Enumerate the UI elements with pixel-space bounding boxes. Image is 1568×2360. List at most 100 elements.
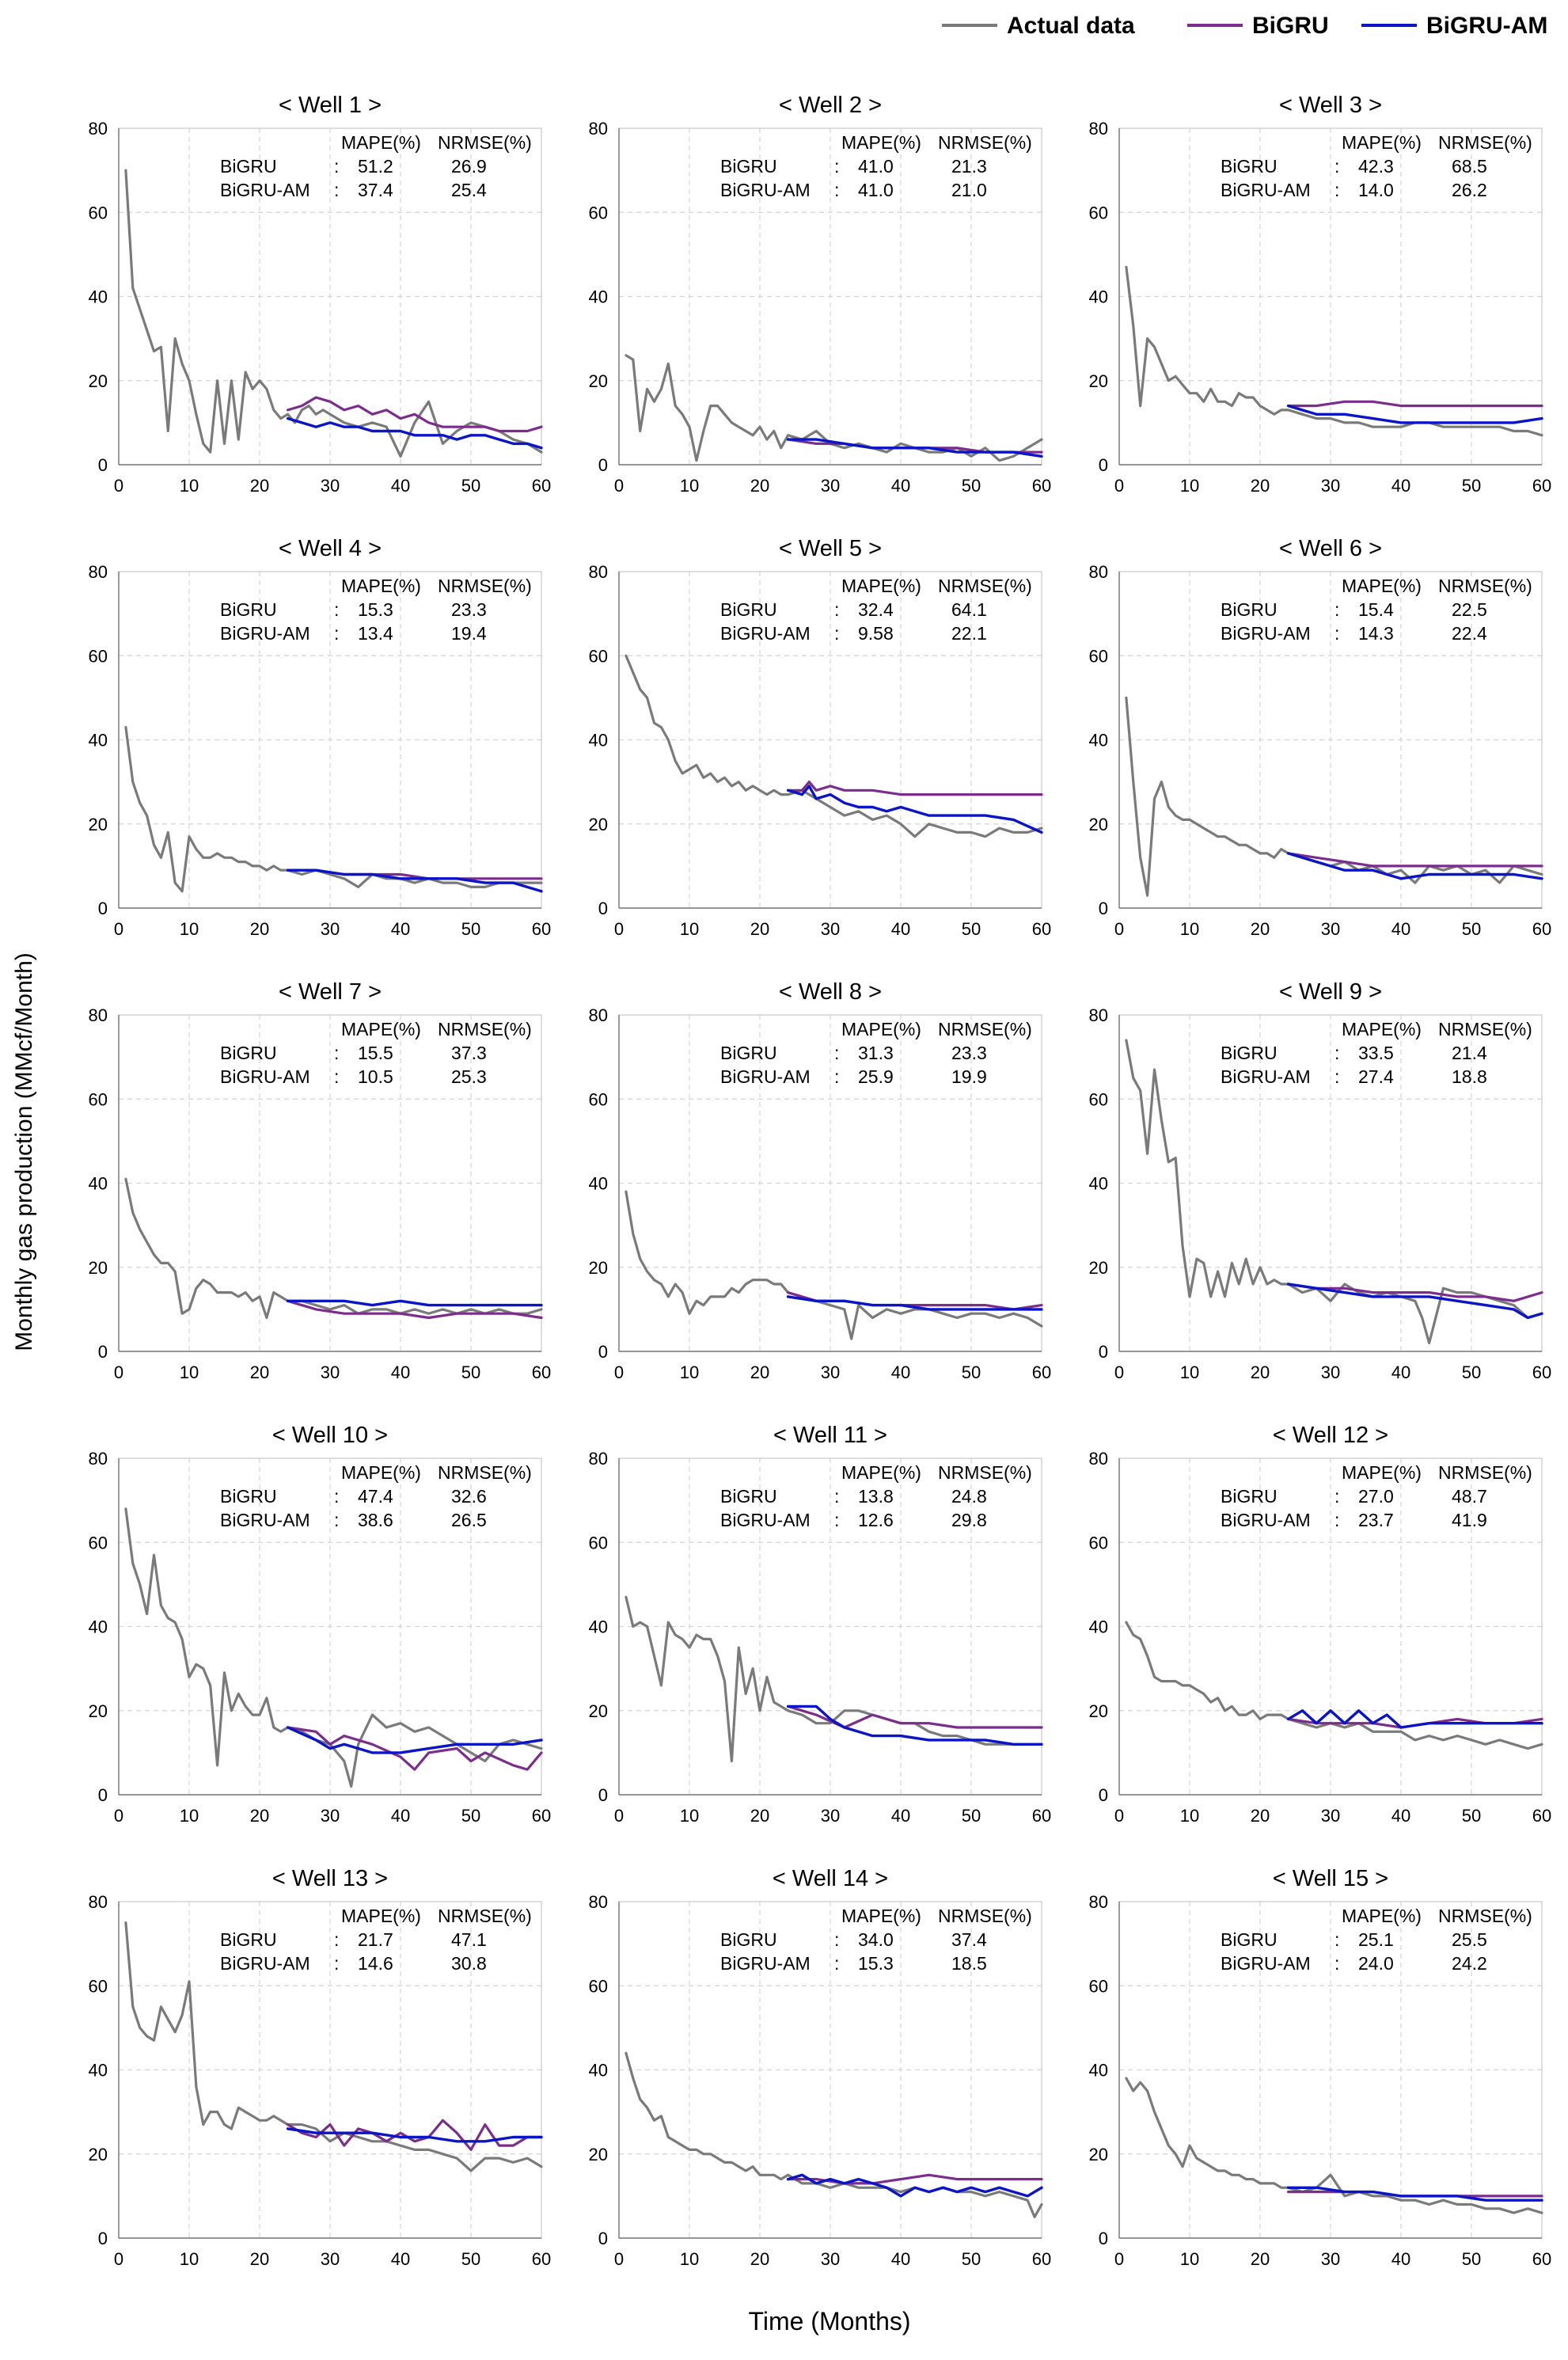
metric-model-name: BiGRU — [1221, 1043, 1278, 1063]
x-tick-label: 0 — [114, 1362, 123, 1382]
metric-nrmse-value: 26.5 — [451, 1510, 487, 1530]
gridlines — [119, 1458, 541, 1795]
x-tick-label: 50 — [962, 1806, 981, 1826]
gridlines — [1119, 1458, 1542, 1795]
metric-separator: : — [834, 1043, 839, 1063]
metric-header-nrmse: NRMSE(%) — [1438, 1906, 1532, 1926]
gridlines — [119, 1015, 541, 1351]
series-line-bigru-am — [1286, 2186, 1543, 2202]
metric-model-name: BiGRU — [720, 1486, 777, 1507]
x-tick-label: 50 — [1462, 1806, 1481, 1826]
metric-nrmse-value: 25.3 — [451, 1066, 487, 1087]
x-tick-label: 10 — [680, 919, 699, 939]
metric-nrmse-value: 22.1 — [951, 623, 987, 644]
x-tick-label: 50 — [962, 476, 981, 496]
panel-well-9: < Well 9 > 0 10 20 30 40 50 60 0 20 40 60 80 MAPE(%) N… — [1089, 979, 1552, 1382]
y-tick-label: 40 — [1089, 1174, 1108, 1194]
y-tick-label: 40 — [589, 1617, 608, 1637]
y-tick-label: 60 — [89, 1089, 108, 1109]
x-tick-label: 20 — [1251, 2249, 1270, 2269]
y-tick-label: 20 — [1089, 371, 1108, 391]
metric-nrmse-value: 26.9 — [451, 156, 487, 177]
x-tick-label: 30 — [321, 1806, 340, 1826]
metric-separator: : — [1335, 180, 1339, 200]
x-tick-label: 10 — [680, 1362, 699, 1382]
metric-separator: : — [1335, 156, 1339, 177]
metric-model-name: BiGRU-AM — [220, 1066, 310, 1087]
metric-nrmse-value: 64.1 — [951, 599, 987, 620]
metric-nrmse-value: 25.4 — [451, 180, 487, 200]
metric-mape-value: 38.6 — [358, 1510, 393, 1530]
metric-separator: : — [834, 1486, 839, 1507]
metric-mape-value: 15.5 — [358, 1043, 393, 1063]
x-tick-label: 50 — [1462, 919, 1481, 939]
x-tick-label: 30 — [821, 2249, 840, 2269]
metric-mape-value: 14.3 — [1358, 623, 1394, 644]
series-line-bigru — [287, 1299, 543, 1320]
metric-separator: : — [334, 156, 339, 177]
series-line-bigru — [786, 780, 1043, 796]
metric-mape-value: 13.8 — [858, 1486, 894, 1507]
x-tick-label: 10 — [1180, 2249, 1199, 2269]
metric-separator: : — [334, 1929, 339, 1950]
y-tick-label: 80 — [589, 562, 608, 582]
metric-mape-value: 25.1 — [1358, 1929, 1394, 1950]
panel-well-5: < Well 5 > 0 10 20 30 40 50 60 0 20 40 60 80 MAPE(%) N… — [589, 536, 1052, 939]
metrics-table: MAPE(%) NRMSE(%) BiGRU:31.3 23.3 BiGRU-AM:25… — [720, 1019, 1032, 1087]
y-tick-label: 80 — [89, 1449, 108, 1469]
metric-mape-value: 13.4 — [358, 623, 393, 644]
metric-nrmse-value: 21.4 — [1452, 1043, 1487, 1063]
metric-header-mape: MAPE(%) — [341, 132, 421, 153]
metric-model-name: BiGRU — [720, 156, 777, 177]
series-line-bigru — [786, 2173, 1043, 2185]
x-tick-label: 50 — [1462, 1362, 1481, 1382]
metrics-table: MAPE(%) NRMSE(%) BiGRU:27.0 48.7 BiGRU-AM:23… — [1221, 1462, 1532, 1530]
metric-separator: : — [834, 180, 839, 200]
metric-nrmse-value: 29.8 — [951, 1510, 987, 1530]
metric-nrmse-value: 41.9 — [1452, 1510, 1487, 1530]
metric-mape-value: 24.0 — [1358, 1953, 1394, 1974]
y-tick-label: 0 — [1099, 2229, 1108, 2248]
y-tick-label: 0 — [98, 1785, 108, 1805]
y-tick-label: 20 — [89, 1701, 108, 1721]
gridlines — [1119, 128, 1542, 465]
metric-nrmse-value: 22.5 — [1452, 599, 1487, 620]
metric-separator: : — [334, 1510, 339, 1530]
x-tick-label: 10 — [1180, 476, 1199, 496]
y-tick-label: 40 — [1089, 287, 1108, 307]
metric-separator: : — [834, 1510, 839, 1530]
metric-separator: : — [334, 1066, 339, 1087]
series-line-actual-data — [124, 725, 543, 893]
series-line-actual-data — [124, 1921, 543, 2172]
metric-nrmse-value: 26.2 — [1452, 180, 1487, 200]
series-line-bigru-am — [786, 1704, 1043, 1746]
y-tick-label: 80 — [589, 1449, 608, 1469]
x-tick-label: 30 — [821, 1806, 840, 1826]
metric-separator: : — [334, 1953, 339, 1974]
panel-well-7: < Well 7 > 0 10 20 30 40 50 60 0 20 40 60 80 MAPE(%) N… — [89, 979, 552, 1382]
metric-header-nrmse: NRMSE(%) — [438, 1906, 532, 1926]
metric-nrmse-value: 18.5 — [951, 1953, 987, 1974]
metric-mape-value: 33.5 — [1358, 1043, 1394, 1063]
series-line-actual-data — [625, 1595, 1043, 1763]
metrics-table: MAPE(%) NRMSE(%) BiGRU:15.3 23.3 BiGRU-AM:13… — [220, 576, 532, 644]
metric-model-name: BiGRU-AM — [720, 180, 811, 200]
metric-model-name: BiGRU — [1221, 1929, 1278, 1950]
metric-mape-value: 27.4 — [1358, 1066, 1394, 1087]
x-tick-label: 60 — [532, 476, 551, 496]
gridlines — [1119, 1015, 1542, 1351]
y-tick-label: 20 — [1089, 2145, 1108, 2164]
x-tick-label: 0 — [614, 476, 624, 496]
metric-model-name: BiGRU-AM — [220, 180, 310, 200]
metric-mape-value: 34.0 — [858, 1929, 894, 1950]
panel-well-14: < Well 14 > 0 10 20 30 40 50 60 0 20 40 60 80 MAPE(%)… — [589, 1866, 1052, 2269]
y-tick-label: 60 — [89, 203, 108, 222]
metric-separator: : — [1335, 1043, 1339, 1063]
metrics-table: MAPE(%) NRMSE(%) BiGRU:13.8 24.8 BiGRU-AM:12… — [720, 1462, 1032, 1530]
x-tick-label: 60 — [1532, 1806, 1551, 1826]
metric-nrmse-value: 23.3 — [451, 599, 487, 620]
y-tick-label: 80 — [1089, 1005, 1108, 1025]
metric-model-name: BiGRU-AM — [720, 1953, 811, 1974]
x-tick-label: 60 — [1032, 1806, 1051, 1826]
x-tick-label: 60 — [1532, 476, 1551, 496]
